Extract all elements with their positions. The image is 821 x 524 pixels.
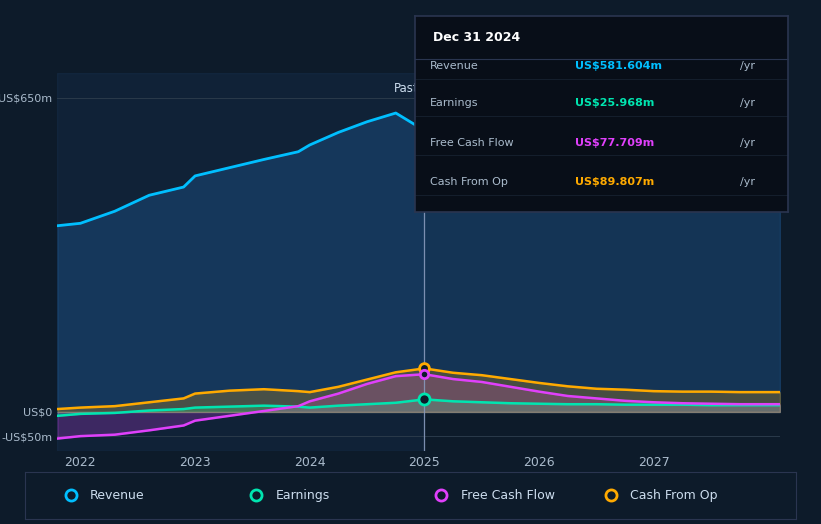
Text: Revenue: Revenue bbox=[429, 61, 479, 71]
Text: Cash From Op: Cash From Op bbox=[631, 489, 718, 501]
Text: Free Cash Flow: Free Cash Flow bbox=[461, 489, 555, 501]
Text: US$89.807m: US$89.807m bbox=[576, 177, 654, 187]
Bar bbox=[57, 73, 424, 451]
Text: Free Cash Flow: Free Cash Flow bbox=[429, 138, 513, 148]
Text: Past: Past bbox=[394, 82, 419, 95]
Text: /yr: /yr bbox=[740, 99, 754, 108]
Text: Cash From Op: Cash From Op bbox=[429, 177, 507, 187]
Text: /yr: /yr bbox=[740, 177, 754, 187]
Text: /yr: /yr bbox=[740, 138, 754, 148]
Text: Dec 31 2024: Dec 31 2024 bbox=[433, 31, 521, 45]
Text: Earnings: Earnings bbox=[429, 99, 478, 108]
Text: US$77.709m: US$77.709m bbox=[576, 138, 654, 148]
Text: US$25.968m: US$25.968m bbox=[576, 99, 654, 108]
Text: Analysts Forecasts: Analysts Forecasts bbox=[430, 82, 540, 95]
Text: /yr: /yr bbox=[740, 61, 754, 71]
Text: Earnings: Earnings bbox=[276, 489, 330, 501]
Text: Revenue: Revenue bbox=[90, 489, 144, 501]
Text: US$581.604m: US$581.604m bbox=[576, 61, 663, 71]
